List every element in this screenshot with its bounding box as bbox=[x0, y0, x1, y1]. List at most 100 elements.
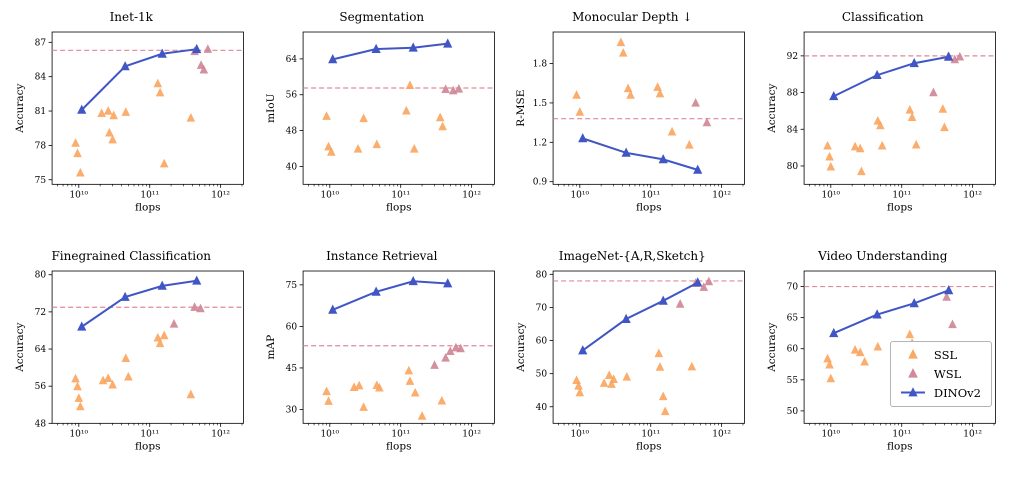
triangle-marker-icon bbox=[908, 367, 918, 378]
series-ssl bbox=[822, 104, 949, 176]
series-wsl bbox=[941, 291, 957, 328]
x-axis-label: flops bbox=[636, 440, 661, 452]
subplot-classification: Classification 10¹⁰ 10¹¹ 10¹² 80 84 88 92 flops… bbox=[764, 10, 1003, 239]
y-tick-label: 65 bbox=[786, 313, 798, 323]
x-tick-label: 10¹¹ bbox=[892, 429, 911, 439]
legend-item-dinov2: DINOv2 bbox=[899, 386, 981, 400]
x-tick-label: 10¹¹ bbox=[641, 190, 660, 200]
y-tick-label: 78 bbox=[35, 141, 47, 151]
x-axis-label: flops bbox=[386, 440, 411, 452]
axes: 10¹⁰ 10¹¹ 10¹² 48 56 64 72 80 flops Accuracy bbox=[14, 270, 244, 452]
subplot-canvas: 10¹⁰ 10¹¹ 10¹² 80 84 88 92 flops Accuracy bbox=[766, 31, 996, 213]
subplot-canvas: 10¹⁰ 10¹¹ 10¹² 75 78 81 84 87 flops Accuracy bbox=[14, 31, 244, 213]
plot-frame bbox=[302, 31, 495, 185]
subplot-title: Monocular Depth ↓ bbox=[572, 10, 693, 24]
series-dinov2 bbox=[828, 284, 953, 337]
series-ssl bbox=[321, 365, 446, 420]
x-tick-label: 10¹⁰ bbox=[821, 429, 840, 439]
y-axis-label: mAP bbox=[265, 334, 277, 359]
plot-frame bbox=[51, 31, 244, 185]
y-tick-label: 0.9 bbox=[533, 178, 548, 188]
x-tick-label: 10¹² bbox=[712, 190, 731, 200]
subplot-title: ImageNet-{A,R,Sketch} bbox=[558, 248, 706, 263]
y-tick-label: 56 bbox=[285, 91, 297, 101]
y-axis-label: mIoU bbox=[265, 93, 277, 122]
y-tick-label: 60 bbox=[536, 336, 548, 346]
series-dinov2 bbox=[327, 275, 452, 314]
series-wsl bbox=[169, 301, 205, 328]
axes: 10¹⁰ 10¹¹ 10¹² 30 45 60 75 flops mAP bbox=[265, 270, 495, 452]
subplot-canvas: 10¹⁰ 10¹¹ 10¹² 30 45 60 75 flops mAP bbox=[265, 270, 495, 452]
y-tick-label: 88 bbox=[786, 89, 798, 99]
y-tick-label: 55 bbox=[786, 375, 798, 385]
axes: 10¹⁰ 10¹¹ 10¹² 75 78 81 84 87 flops Accuracy bbox=[14, 31, 244, 213]
x-tick-label: 10¹¹ bbox=[892, 190, 911, 200]
plot-frame bbox=[302, 270, 495, 424]
y-axis-label: Accuracy bbox=[766, 83, 778, 133]
x-tick-label: 10¹² bbox=[462, 429, 481, 439]
series-wsl bbox=[440, 83, 463, 95]
x-tick-label: 10¹¹ bbox=[391, 429, 410, 439]
subplot-finegrained-classification: Finegrained Classification 10¹⁰ 10¹¹ 10¹² 4… bbox=[12, 249, 251, 478]
y-tick-label: 64 bbox=[285, 55, 297, 65]
subplot-canvas: 10¹⁰ 10¹¹ 10¹² 0.9 1.2 1.5 1.8 flops R-MSE bbox=[515, 31, 745, 213]
series-ssl bbox=[71, 330, 196, 410]
x-axis-label: flops bbox=[135, 440, 160, 452]
y-tick-label: 1.2 bbox=[533, 138, 547, 148]
x-tick-label: 10¹⁰ bbox=[320, 429, 339, 439]
x-axis-label: flops bbox=[887, 440, 912, 452]
subplot-title: Inet-1k bbox=[109, 10, 153, 24]
subplot-title: Instance Retrieval bbox=[326, 248, 438, 263]
x-tick-label: 10¹¹ bbox=[641, 429, 660, 439]
x-tick-label: 10¹² bbox=[211, 190, 230, 200]
axes: 10¹⁰ 10¹¹ 10¹² 0.9 1.2 1.5 1.8 flops R-MSE bbox=[515, 31, 745, 213]
triangle-marker-icon bbox=[908, 348, 918, 359]
line-marker-icon bbox=[900, 387, 925, 397]
subplot-canvas: 10¹⁰ 10¹¹ 10¹² 40 50 60 70 80 flops Accuracy bbox=[515, 270, 745, 452]
x-axis-label: flops bbox=[887, 201, 912, 213]
y-tick-label: 70 bbox=[536, 303, 548, 313]
plot-frame bbox=[552, 31, 745, 185]
subplot-instance-retrieval: Instance Retrieval 10¹⁰ 10¹¹ 10¹² 30 45 60 75 f… bbox=[263, 249, 502, 478]
plot-frame bbox=[803, 31, 996, 185]
subplot-title: Finegrained Classification bbox=[51, 248, 212, 263]
y-tick-label: 48 bbox=[285, 127, 297, 137]
x-tick-label: 10¹⁰ bbox=[69, 429, 88, 439]
x-tick-label: 10¹¹ bbox=[140, 429, 159, 439]
y-tick-label: 84 bbox=[35, 73, 47, 83]
plot-frame bbox=[552, 270, 745, 424]
y-axis-label: Accuracy bbox=[14, 322, 26, 372]
axes: 10¹⁰ 10¹¹ 10¹² 40 48 56 64 flops mIoU bbox=[265, 31, 495, 213]
y-tick-label: 81 bbox=[35, 107, 46, 117]
subplot-inet-1k: Inet-1k 10¹⁰ 10¹¹ 10¹² 75 78 81 84 87 flops Accur… bbox=[12, 10, 251, 239]
series-dinov2 bbox=[578, 133, 703, 174]
subplot-canvas: 10¹⁰ 10¹¹ 10¹² 40 48 56 64 flops mIoU bbox=[265, 31, 495, 213]
x-tick-label: 10¹² bbox=[963, 429, 982, 439]
x-tick-label: 10¹⁰ bbox=[821, 190, 840, 200]
y-tick-label: 60 bbox=[786, 344, 798, 354]
series-dinov2 bbox=[327, 38, 452, 64]
y-tick-label: 56 bbox=[35, 382, 47, 392]
y-tick-label: 75 bbox=[285, 280, 297, 290]
series-wsl bbox=[429, 342, 465, 369]
axes: 10¹⁰ 10¹¹ 10¹² 40 50 60 70 80 flops Accuracy bbox=[515, 270, 745, 452]
plot-frame bbox=[51, 270, 244, 424]
axes: 10¹⁰ 10¹¹ 10¹² 80 84 88 92 flops Accuracy bbox=[766, 31, 996, 213]
legend-item-wsl: WSL bbox=[899, 367, 981, 381]
x-tick-label: 10¹⁰ bbox=[320, 190, 339, 200]
x-axis-label: flops bbox=[636, 201, 661, 213]
series-dinov2 bbox=[828, 51, 953, 101]
y-tick-label: 80 bbox=[536, 270, 548, 280]
y-axis-label: R-MSE bbox=[515, 90, 527, 127]
series-ssl bbox=[71, 78, 196, 177]
y-tick-label: 75 bbox=[35, 176, 47, 186]
y-tick-label: 40 bbox=[285, 162, 297, 172]
subplot-title: Segmentation bbox=[339, 10, 425, 24]
series-dinov2 bbox=[77, 274, 202, 331]
x-tick-label: 10¹² bbox=[712, 429, 731, 439]
y-tick-label: 70 bbox=[786, 282, 798, 292]
y-axis-label: Accuracy bbox=[515, 322, 527, 372]
x-tick-label: 10¹² bbox=[462, 190, 481, 200]
y-tick-label: 50 bbox=[786, 406, 798, 416]
x-tick-label: 10¹⁰ bbox=[570, 190, 589, 200]
